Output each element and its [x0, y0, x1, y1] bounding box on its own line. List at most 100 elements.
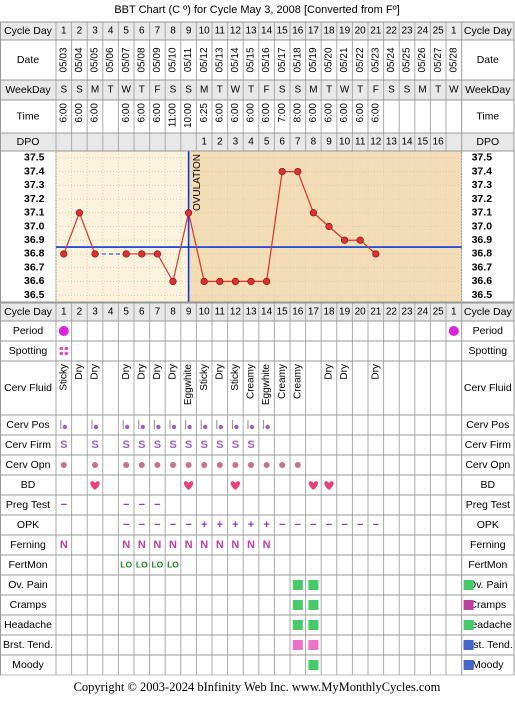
cycle_day-cell: 18	[323, 307, 335, 318]
cell-text: Creamy	[246, 364, 257, 399]
weekday-cell: T	[217, 85, 223, 96]
row-label: Time	[17, 110, 40, 122]
cell-text: Dry	[121, 364, 132, 380]
row-label: Cerv Fluid	[4, 382, 52, 394]
y-tick-label: 37.1	[472, 207, 493, 219]
temperature-point	[278, 167, 286, 176]
cell-text: +	[232, 519, 238, 531]
cervix-open-icon	[263, 462, 270, 468]
cervix-open-icon	[92, 462, 98, 468]
cycle_day-cell: 14	[261, 307, 273, 318]
cell-text: N	[60, 539, 68, 551]
weekday-cell: W	[449, 85, 459, 96]
row-label: WeekDay	[5, 84, 51, 96]
date-cell: 05/05	[90, 47, 101, 72]
time-cell: 6:00	[136, 103, 147, 123]
cycle_day-cell: 21	[370, 26, 382, 37]
cervix-position-icon	[216, 420, 223, 430]
cell-text: S	[154, 439, 161, 451]
date-cell: 05/04	[74, 47, 85, 72]
y-tick-label: 37.0	[472, 220, 493, 232]
time-cell: 7:00	[277, 103, 288, 123]
date-cell: 05/20	[324, 47, 335, 72]
temperature-point	[309, 209, 318, 217]
spotting-dot	[64, 346, 69, 351]
cell-text: S	[60, 439, 67, 451]
time-cell: 6:00	[261, 103, 272, 123]
cervix-dot	[171, 424, 177, 430]
spotting-dot	[64, 351, 69, 356]
cell-text: Eggwhite	[261, 364, 272, 406]
symptom-square	[308, 660, 319, 670]
legend-square	[463, 640, 474, 650]
cervix-open-icon	[279, 462, 286, 468]
cycle_day-cell: 18	[323, 26, 335, 37]
cell-text: Sticky	[230, 364, 241, 391]
cell-text: S	[232, 439, 239, 451]
weekday-cell: W	[231, 85, 241, 96]
date-cell: 05/08	[136, 47, 147, 72]
row-label: Cramps	[469, 599, 506, 611]
weekday-cell: S	[185, 85, 192, 96]
legend-square	[463, 600, 474, 610]
cycle_day-cell: 8	[170, 307, 176, 318]
cell-text: −	[123, 519, 129, 531]
cell-text: −	[310, 519, 316, 531]
period-icon	[58, 326, 69, 336]
temperature-point	[294, 167, 302, 176]
row-label: Ov. Pain	[8, 579, 48, 591]
cell-text: LO	[120, 559, 132, 569]
temperature-point	[60, 250, 68, 258]
row-label: DPO	[17, 136, 40, 148]
row-label: Cycle Day	[464, 306, 513, 318]
symptom-square	[308, 580, 319, 590]
dpo-cell: 13	[386, 137, 398, 148]
cycle_day-cell: 11	[215, 26, 226, 37]
cycle_day-cell: 5	[123, 307, 129, 318]
cycle_day-cell: 15	[277, 307, 289, 318]
y-tick-label: 36.8	[472, 248, 493, 260]
weekday-cell: S	[170, 85, 177, 96]
cycle_day-cell: 13	[245, 307, 257, 318]
cycle_day-cell: 22	[386, 26, 398, 37]
cell-text: LO	[167, 559, 179, 569]
cycle_day-cell: 1	[451, 26, 457, 37]
cell-text: −	[154, 499, 160, 511]
cervix-open-icon	[60, 462, 67, 468]
temperature-point	[200, 277, 208, 286]
temperature-point	[185, 209, 193, 217]
cycle_day-cell: 19	[339, 26, 351, 37]
cell-text: −	[123, 499, 129, 511]
cell-text: Dry	[214, 364, 225, 380]
row-label: Cycle Day	[4, 306, 53, 318]
date-cell: 05/24	[386, 47, 397, 72]
cell-text: N	[247, 539, 255, 551]
post-ovulation-area	[188, 151, 462, 302]
legend-square	[463, 620, 474, 630]
time-cell: 10:00	[183, 103, 194, 128]
cervix-open-icon	[294, 462, 301, 468]
row-label: Preg Test	[6, 499, 50, 511]
dpo-cell: 4	[248, 137, 254, 148]
cycle_day-cell: 4	[108, 26, 114, 37]
cell-text: Dry	[324, 364, 335, 380]
cycle_day-cell: 16	[292, 307, 304, 318]
date-cell: 05/17	[277, 47, 288, 72]
cycle_day-cell: 12	[230, 307, 242, 318]
cell-text: Creamy	[292, 364, 303, 399]
row-label: OPK	[477, 519, 499, 531]
temperature-point	[372, 250, 380, 258]
weekday-cell: T	[326, 85, 332, 96]
row-label: Preg Test	[466, 499, 510, 511]
row-label: WeekDay	[465, 84, 511, 96]
cycle_day-cell: 9	[186, 26, 192, 37]
date-cell: 05/21	[339, 47, 350, 72]
cell-text: −	[326, 519, 332, 531]
page-title: BBT Chart (C º) for Cycle May 3, 2008 [C…	[114, 4, 399, 16]
row-label: Date	[17, 54, 39, 66]
cervix-open-icon	[138, 462, 145, 468]
time-cell: 6:00	[230, 103, 241, 123]
cycle_day-cell: 25	[433, 26, 445, 37]
cell-text: −	[170, 519, 176, 531]
cell-text: S	[247, 439, 254, 451]
